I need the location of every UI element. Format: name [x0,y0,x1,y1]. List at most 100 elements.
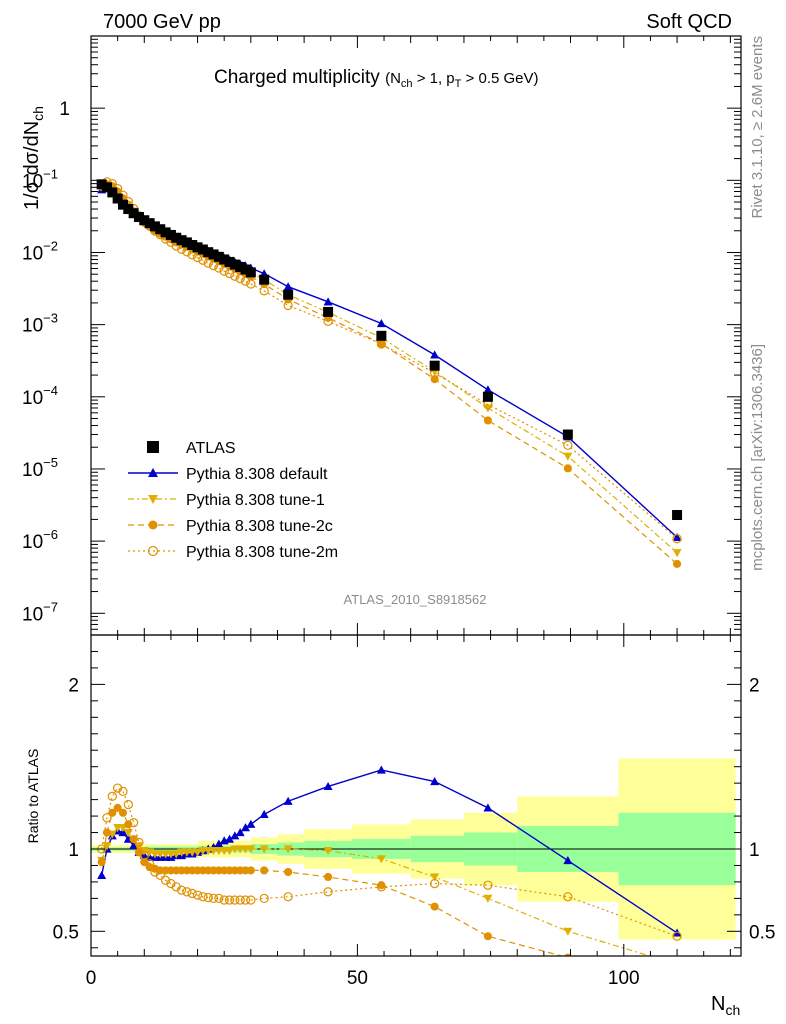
ratio-point-tune2m [224,895,235,905]
y-tick-label: 10−2 [22,238,58,264]
ratio-tick-label-right: 2 [749,675,760,696]
ratio-point-tune2m [139,850,149,861]
ratio-point-tune2m [672,931,682,941]
point-atlas [160,227,171,238]
y-axis-title: 1/σ dσ/dNch [21,106,46,210]
point-tune1 [672,549,682,558]
ratio-point-tune2m [283,892,293,902]
y-tick-mantissa: 10 [22,532,43,553]
point-atlas [229,259,240,270]
point-tune2m [230,271,240,281]
ratio-point-tune2m [144,859,155,869]
point-atlas [259,274,270,285]
ratio-tick-label-right: 0.5 [749,922,775,943]
ratio-point-tune2m [429,878,440,889]
ratio-tick-label-left: 2 [68,675,79,696]
ratio-point-tune2c [260,866,269,875]
y-tick-label: 10−3 [22,311,58,337]
point-tune2m [224,268,235,279]
y-tick-exponent: −6 [43,527,58,542]
ratio-point-tune2m [166,878,176,889]
ratio-point-default [483,803,493,812]
ratio-point-default [283,796,293,805]
point-tune2m [672,534,682,544]
point-tune2m [198,255,208,265]
y-tick-exponent: −2 [43,238,58,253]
point-atlas [149,221,160,232]
point-atlas [219,254,230,265]
chart-title-sub-close: > 0.5 GeV) [461,70,538,87]
chart-title-main: Charged multiplicity [214,67,380,88]
point-atlas [562,429,573,440]
ratio-point-default [129,841,139,850]
point-atlas [96,179,107,190]
point-atlas [123,204,134,215]
point-atlas [128,208,139,219]
y-tick-mantissa: 10 [22,316,43,337]
y-axis-title-sub: ch [30,106,46,121]
y-tick-mantissa: 10 [22,243,43,264]
point-atlas [107,187,118,198]
point-tune2m [192,252,203,263]
point-atlas [672,510,683,521]
ratio-point-tune2m [187,888,197,899]
y-tick-mantissa: 10 [22,171,43,192]
point-tune2m [240,276,251,286]
x-tick-label: 100 [608,968,640,989]
point-atlas [192,242,203,253]
ratio-point-default [430,777,440,786]
legend-marker-default [148,468,158,477]
y-tick-mantissa: 10 [22,388,43,409]
point-tune2m [259,286,269,296]
legend-marker-tune1 [148,495,158,504]
point-atlas [165,229,176,240]
point-atlas [283,289,294,300]
point-atlas [208,249,219,260]
x-tick-label: 50 [347,968,368,989]
point-tune2m [323,316,333,327]
x-tick-label: 0 [86,968,97,989]
ratio-point-tune2m [102,813,112,823]
ratio-point-default [230,831,240,840]
point-tune2m [187,250,197,260]
ratio-point-tune2m [112,783,123,793]
point-default [283,282,293,291]
point-tune2m [283,300,293,311]
point-atlas [187,239,198,250]
point-atlas [155,224,166,235]
point-tune2m [208,260,219,271]
ratio-point-tune2m [128,818,139,828]
ratio-point-tune2m [134,837,144,848]
mcplots-label: mcplots.cern.ch [arXiv:1306.3436] [749,344,766,571]
ratio-point-tune2c [430,902,439,911]
y-tick-label: 10−4 [22,383,58,409]
x-axis-title: Nch [711,993,740,1018]
ratio-point-tune1 [193,848,203,857]
ratio-point-tune1 [259,845,269,854]
legend: ATLAS Pythia 8.308 default Pythia 8.308 tu… [128,440,338,561]
ratio-point-tune1 [376,855,386,864]
point-tune2m [235,273,245,284]
ratio-point-tune1 [430,873,440,882]
legend-label: Pythia 8.308 tune-1 [186,492,325,509]
ratio-point-tune2m [563,892,573,902]
legend-marker-tune2m [147,545,159,557]
point-tune2m [563,440,573,450]
ratio-point-tune2m [376,882,387,892]
y-tick-exponent: −3 [43,311,58,326]
ratio-point-tune2m [483,880,493,890]
ratio-point-tune1 [673,961,682,969]
point-tune2m [219,266,229,276]
point-default [483,385,493,394]
ratio-point-tune2c [324,872,333,882]
ratio-point-tune2m [219,895,229,905]
ratio-point-default [376,765,386,774]
y-tick-label: 10−7 [22,599,58,625]
point-tune2c [483,416,492,425]
ratio-point-tune2c [134,848,144,857]
y-tick-exponent: −7 [43,599,58,614]
ratio-line-tune2m [101,787,678,937]
ratio-point-tune2c [284,867,293,877]
main-panel [96,177,683,568]
